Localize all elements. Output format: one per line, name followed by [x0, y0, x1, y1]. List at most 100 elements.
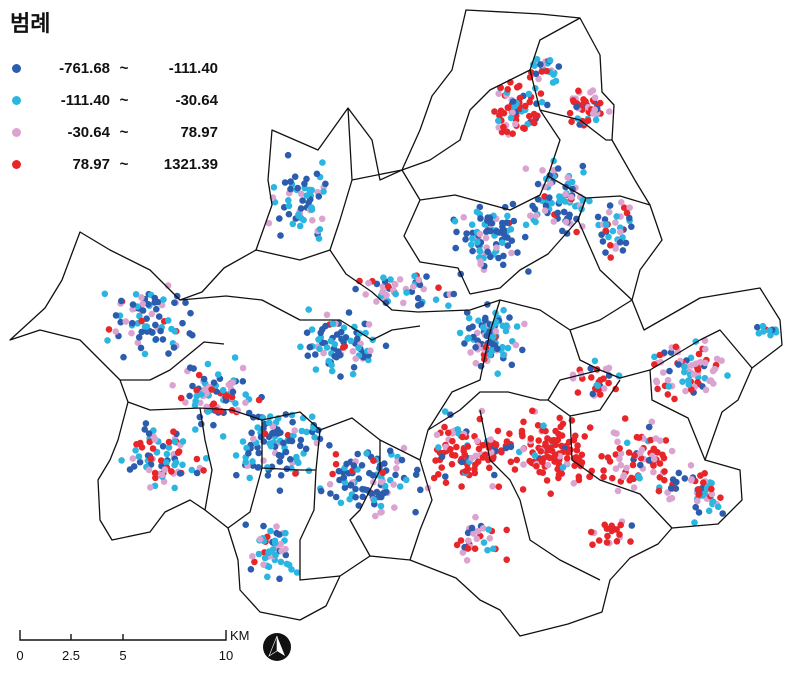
map-point [412, 508, 419, 516]
map-point [568, 193, 575, 201]
map-point [479, 525, 487, 532]
map-point [332, 493, 340, 501]
map-point [612, 242, 619, 250]
map-point [605, 379, 612, 387]
map-point [261, 430, 269, 438]
map-point [179, 319, 186, 327]
map-point [152, 336, 160, 343]
map-point [672, 343, 680, 351]
map-point [495, 90, 503, 97]
map-point [637, 461, 644, 469]
map-point [525, 90, 533, 98]
map-point [132, 447, 139, 454]
map-point [415, 276, 423, 284]
map-point [251, 558, 258, 566]
map-point [513, 84, 521, 91]
map-point [474, 337, 482, 345]
map-point [555, 430, 562, 438]
map-point [581, 433, 588, 440]
map-point [602, 221, 610, 228]
map-point [479, 441, 487, 449]
map-point [323, 311, 331, 319]
map-point [273, 523, 280, 530]
map-point [369, 472, 377, 479]
map-point [377, 509, 384, 516]
map-point [256, 536, 264, 543]
map-point [179, 438, 187, 445]
map-point [559, 227, 566, 235]
map-point [503, 322, 510, 329]
map-point [503, 526, 511, 534]
map-point [494, 427, 502, 435]
map-point [568, 178, 576, 186]
map-point [179, 461, 186, 469]
map-point [453, 541, 461, 549]
map-point [359, 493, 367, 501]
map-point [271, 539, 279, 547]
map-point [469, 247, 476, 255]
map-point [492, 328, 500, 335]
map-point [151, 469, 159, 477]
map-point [202, 455, 210, 462]
map-point [473, 329, 481, 337]
map-point [540, 422, 547, 430]
map-point [685, 381, 693, 388]
north-arrow-icon [263, 633, 291, 661]
map-point [561, 208, 568, 216]
map-point [468, 241, 475, 248]
scale-unit: KM [230, 628, 250, 643]
map-point [444, 429, 452, 437]
map-point [161, 466, 169, 473]
map-point [522, 165, 530, 172]
map-point [526, 112, 533, 120]
map-point [381, 482, 389, 490]
map-point [556, 414, 563, 422]
map-point [435, 284, 442, 292]
map-point [272, 551, 279, 559]
map-point [475, 317, 482, 325]
map-point [210, 379, 218, 387]
map-point [627, 538, 634, 545]
map-point [396, 276, 404, 283]
map-point [507, 458, 515, 466]
map-point [659, 369, 667, 376]
map-point [474, 239, 481, 246]
map-point [343, 460, 350, 468]
district-line [427, 299, 501, 431]
map-point [380, 287, 387, 294]
map-point [602, 227, 609, 234]
map-point [265, 549, 272, 557]
map-point [193, 455, 201, 463]
map-point [325, 357, 333, 365]
map-point [365, 279, 372, 287]
map-point [533, 112, 540, 120]
map-point [157, 457, 165, 464]
map-point [160, 478, 168, 486]
map-point [458, 458, 466, 466]
map-point [337, 499, 345, 507]
map-point [568, 118, 575, 125]
map-point [445, 302, 452, 310]
map-point [308, 206, 316, 213]
map-point [533, 462, 540, 470]
map-point [345, 309, 353, 316]
map-point [633, 433, 641, 441]
map-point [294, 184, 302, 192]
map-point [280, 439, 287, 447]
map-point [653, 378, 661, 386]
map-point [759, 322, 767, 330]
map-point [392, 471, 399, 479]
map-point [561, 198, 569, 205]
map-point [147, 455, 155, 463]
map-point [608, 522, 615, 530]
map-point [478, 407, 486, 415]
map-point [133, 441, 140, 448]
map-point [348, 467, 356, 475]
scale-bar: 0 2.5 5 10 KM [14, 624, 304, 674]
legend-range-low: 78.97 [72, 155, 110, 173]
map-point [442, 473, 449, 480]
map-point [193, 387, 200, 394]
map-point [232, 400, 239, 407]
map-point [592, 116, 600, 124]
map-point [664, 489, 671, 496]
